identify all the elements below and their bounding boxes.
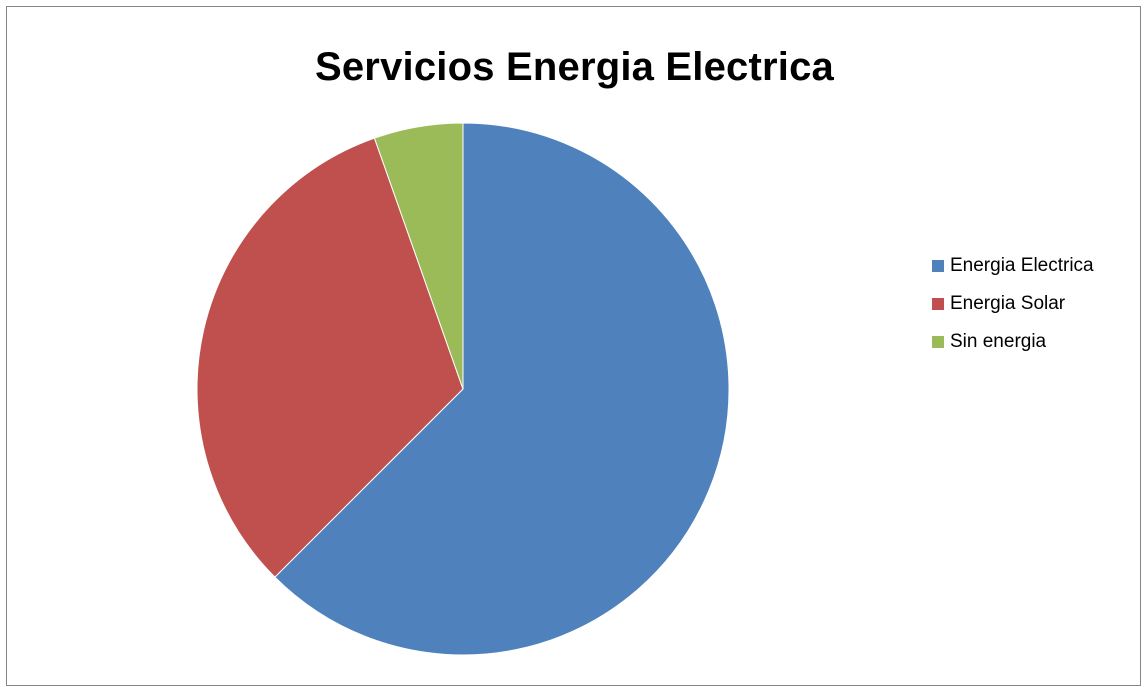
pie-slice-sin-energia — [373, 122, 464, 390]
chart-title: Servicios Energia Electrica — [314, 45, 834, 89]
legend-swatch — [932, 336, 944, 348]
legend-label: Energia Electrica — [950, 255, 1094, 276]
legend-swatch — [932, 260, 944, 272]
legend-label: Sin energia — [950, 331, 1047, 352]
legend-label: Energia Solar — [950, 293, 1066, 314]
legend-item: Sin energia — [932, 323, 1094, 361]
legend-item: Energia Electrica — [932, 247, 1094, 285]
legend-item: Energia Solar — [932, 285, 1094, 323]
legend: Energia Electrica Energia Solar Sin energi… — [932, 247, 1094, 361]
chart-area: Servicios Energia Electrica Energia Elec… — [6, 6, 1141, 686]
pie-slice-energia-electrica — [274, 122, 730, 656]
legend-swatch — [932, 298, 944, 310]
pie-chart — [196, 122, 730, 656]
pie-slice-energia-solar — [196, 137, 464, 578]
